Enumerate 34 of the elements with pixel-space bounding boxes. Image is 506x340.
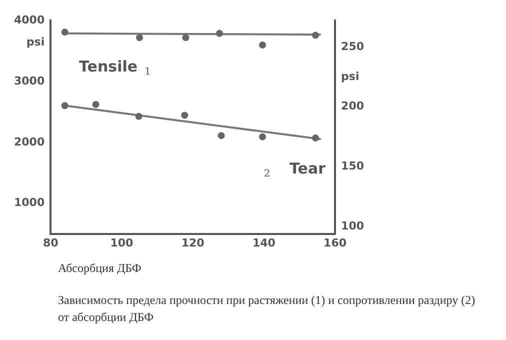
point [136,34,143,42]
y2-tick-label: 150 [341,160,364,173]
x-tick-label: 80 [42,236,59,250]
annotation: 1 [144,66,151,78]
x-tick-label: 120 [181,236,205,250]
y2-tick-label: 100 [341,219,364,232]
point [312,134,319,142]
x-tick-label: 140 [252,236,276,250]
y-tick-label: 4000 [14,13,45,26]
annotation: 2 [264,168,270,180]
point [218,132,225,140]
y2-tick-label: 200 [341,100,364,113]
y-tick-label: 2000 [14,135,45,148]
text: Зависимость предела прочности при растяжении (1) и сопротивлении раздиру (2) от абсорбции ДБФ [58,292,476,326]
y2-tick-label: 250 [341,40,364,53]
x-tick-label: 160 [324,236,347,250]
y-axis-title: psi [26,35,45,48]
y2-axis-title: psi [341,70,360,83]
point [259,133,266,140]
annotation: Tear [290,160,326,178]
point [312,32,319,39]
point [135,112,142,120]
annotation: Tensile [79,57,138,76]
x-axis-title: Абсорбция ДБФ [58,261,142,276]
x-tick-label: 100 [110,236,134,250]
point [182,34,190,42]
point [61,28,68,36]
y-tick-label: 1000 [14,196,45,210]
point [181,112,188,119]
y-tick-label: 3000 [14,74,45,88]
point [259,41,266,48]
point [92,100,100,108]
point [216,30,223,37]
point [61,102,68,110]
